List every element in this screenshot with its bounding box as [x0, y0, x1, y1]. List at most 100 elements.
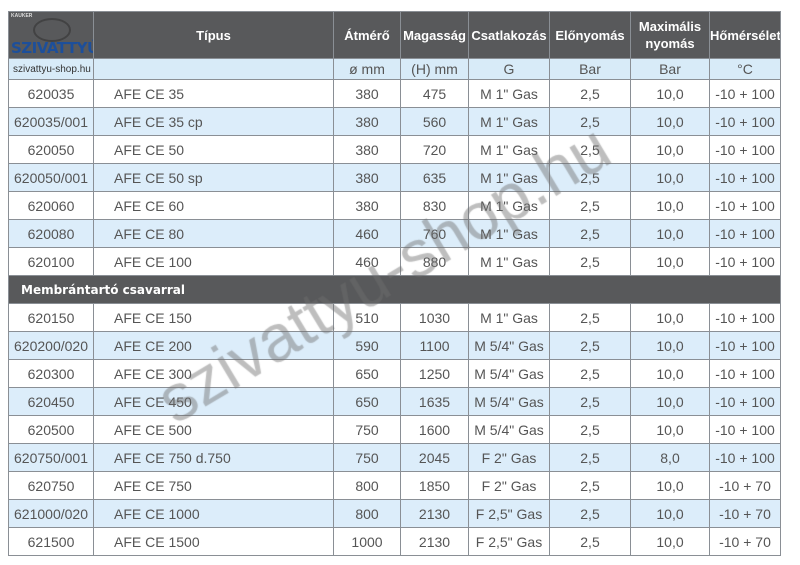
cell-type: AFE CE 450	[93, 387, 334, 416]
cell-connection: F 2,5" Gas	[468, 499, 550, 528]
cell-temperature: -10 + 100	[709, 163, 781, 192]
header-height: Magasság	[400, 11, 469, 59]
cell-max-pressure: 10,0	[630, 359, 710, 388]
cell-precharge: 2,5	[549, 219, 631, 248]
cell-height: 1850	[400, 471, 469, 500]
cell-diameter: 380	[333, 135, 401, 164]
cell-temperature: -10 + 100	[709, 359, 781, 388]
cell-code: 621500	[8, 527, 94, 556]
cell-max-pressure: 10,0	[630, 163, 710, 192]
cell-connection: M 1" Gas	[468, 219, 550, 248]
cell-connection: M 1" Gas	[468, 247, 550, 276]
cell-temperature: -10 + 100	[709, 415, 781, 444]
logo-small-text: KAUKER	[11, 13, 33, 19]
cell-connection: M 5/4" Gas	[468, 331, 550, 360]
cell-type: AFE CE 200	[93, 331, 334, 360]
cell-temperature: -10 + 70	[709, 471, 781, 500]
cell-diameter: 800	[333, 471, 401, 500]
cell-precharge: 2,5	[549, 499, 631, 528]
cell-precharge: 2,5	[549, 79, 631, 108]
cell-type: AFE CE 500	[93, 415, 334, 444]
table-row: 620500 AFE CE 500 750 1600 M 5/4" Gas 2,5 10,0…	[8, 415, 781, 444]
cell-connection: M 1" Gas	[468, 135, 550, 164]
product-table: KAUKER SZIVATTYÚ Típus Átmérő Magasság C…	[8, 11, 781, 556]
cell-max-pressure: 10,0	[630, 527, 710, 556]
cell-type: AFE CE 100	[93, 247, 334, 276]
cell-code: 620500	[8, 415, 94, 444]
cell-precharge: 2,5	[549, 135, 631, 164]
cell-type: AFE CE 750 d.750	[93, 443, 334, 472]
cell-connection: M 1" Gas	[468, 191, 550, 220]
cell-temperature: -10 + 100	[709, 247, 781, 276]
table-row: 620200/020 AFE CE 200 590 1100 M 5/4" Gas 2,5…	[8, 331, 781, 360]
cell-temperature: -10 + 100	[709, 387, 781, 416]
unit-height: (H) mm	[400, 58, 469, 80]
cell-code: 620100	[8, 247, 94, 276]
cell-height: 760	[400, 219, 469, 248]
cell-max-pressure: 10,0	[630, 135, 710, 164]
section-row: Membrántartó csavarral	[8, 275, 781, 304]
cell-temperature: -10 + 100	[709, 135, 781, 164]
logo-brand: SZIVATTYÚ	[11, 39, 94, 57]
cell-type: AFE CE 150	[93, 303, 334, 332]
cell-max-pressure: 8,0	[630, 443, 710, 472]
cell-connection: M 5/4" Gas	[468, 359, 550, 388]
cell-precharge: 2,5	[549, 303, 631, 332]
table-row: 621000/020 AFE CE 1000 800 2130 F 2,5" Gas 2,…	[8, 499, 781, 528]
cell-diameter: 1000	[333, 527, 401, 556]
cell-type: AFE CE 50 sp	[93, 163, 334, 192]
table-row: 620050 AFE CE 50 380 720 M 1" Gas 2,5 10,0 -10 …	[8, 135, 781, 164]
cell-diameter: 590	[333, 331, 401, 360]
cell-type: AFE CE 35 cp	[93, 107, 334, 136]
cell-connection: M 5/4" Gas	[468, 387, 550, 416]
cell-diameter: 460	[333, 219, 401, 248]
cell-diameter: 750	[333, 415, 401, 444]
cell-connection: F 2" Gas	[468, 471, 550, 500]
cell-diameter: 380	[333, 79, 401, 108]
table-row: 620750/001 AFE CE 750 d.750 750 2045 F 2" Ga…	[8, 443, 781, 472]
cell-code: 620080	[8, 219, 94, 248]
cell-max-pressure: 10,0	[630, 499, 710, 528]
cell-code: 620150	[8, 303, 94, 332]
cell-temperature: -10 + 100	[709, 443, 781, 472]
cell-precharge: 2,5	[549, 191, 631, 220]
units-empty	[93, 58, 334, 80]
table-row: 620150 AFE CE 150 510 1030 M 1" Gas 2,5 10,0 -1…	[8, 303, 781, 332]
cell-height: 720	[400, 135, 469, 164]
cell-type: AFE CE 50	[93, 135, 334, 164]
cell-diameter: 380	[333, 191, 401, 220]
cell-diameter: 750	[333, 443, 401, 472]
cell-precharge: 2,5	[549, 387, 631, 416]
cell-code: 620035/001	[8, 107, 94, 136]
header-row: KAUKER SZIVATTYÚ Típus Átmérő Magasság C…	[8, 11, 781, 59]
unit-diameter: ø mm	[333, 58, 401, 80]
cell-code: 620750	[8, 471, 94, 500]
cell-height: 880	[400, 247, 469, 276]
site-url: szivattyu-shop.hu	[8, 58, 94, 80]
cell-height: 1250	[400, 359, 469, 388]
unit-max-pressure: Bar	[630, 58, 710, 80]
cell-code: 620050/001	[8, 163, 94, 192]
unit-temperature: °C	[709, 58, 781, 80]
cell-type: AFE CE 1500	[93, 527, 334, 556]
cell-max-pressure: 10,0	[630, 331, 710, 360]
cell-precharge: 2,5	[549, 471, 631, 500]
cell-height: 1100	[400, 331, 469, 360]
cell-height: 560	[400, 107, 469, 136]
cell-connection: F 2,5" Gas	[468, 527, 550, 556]
table-row: 620080 AFE CE 80 460 760 M 1" Gas 2,5 10,0 -10 …	[8, 219, 781, 248]
cell-type: AFE CE 60	[93, 191, 334, 220]
cell-type: AFE CE 300	[93, 359, 334, 388]
cell-temperature: -10 + 100	[709, 331, 781, 360]
cell-max-pressure: 10,0	[630, 79, 710, 108]
cell-code: 620035	[8, 79, 94, 108]
cell-max-pressure: 10,0	[630, 471, 710, 500]
cell-precharge: 2,5	[549, 443, 631, 472]
cell-precharge: 2,5	[549, 415, 631, 444]
cell-diameter: 650	[333, 387, 401, 416]
table-row: 620450 AFE CE 450 650 1635 M 5/4" Gas 2,5 10,0…	[8, 387, 781, 416]
cell-diameter: 380	[333, 163, 401, 192]
cell-connection: M 1" Gas	[468, 303, 550, 332]
header-type: Típus	[93, 11, 334, 59]
cell-code: 620450	[8, 387, 94, 416]
